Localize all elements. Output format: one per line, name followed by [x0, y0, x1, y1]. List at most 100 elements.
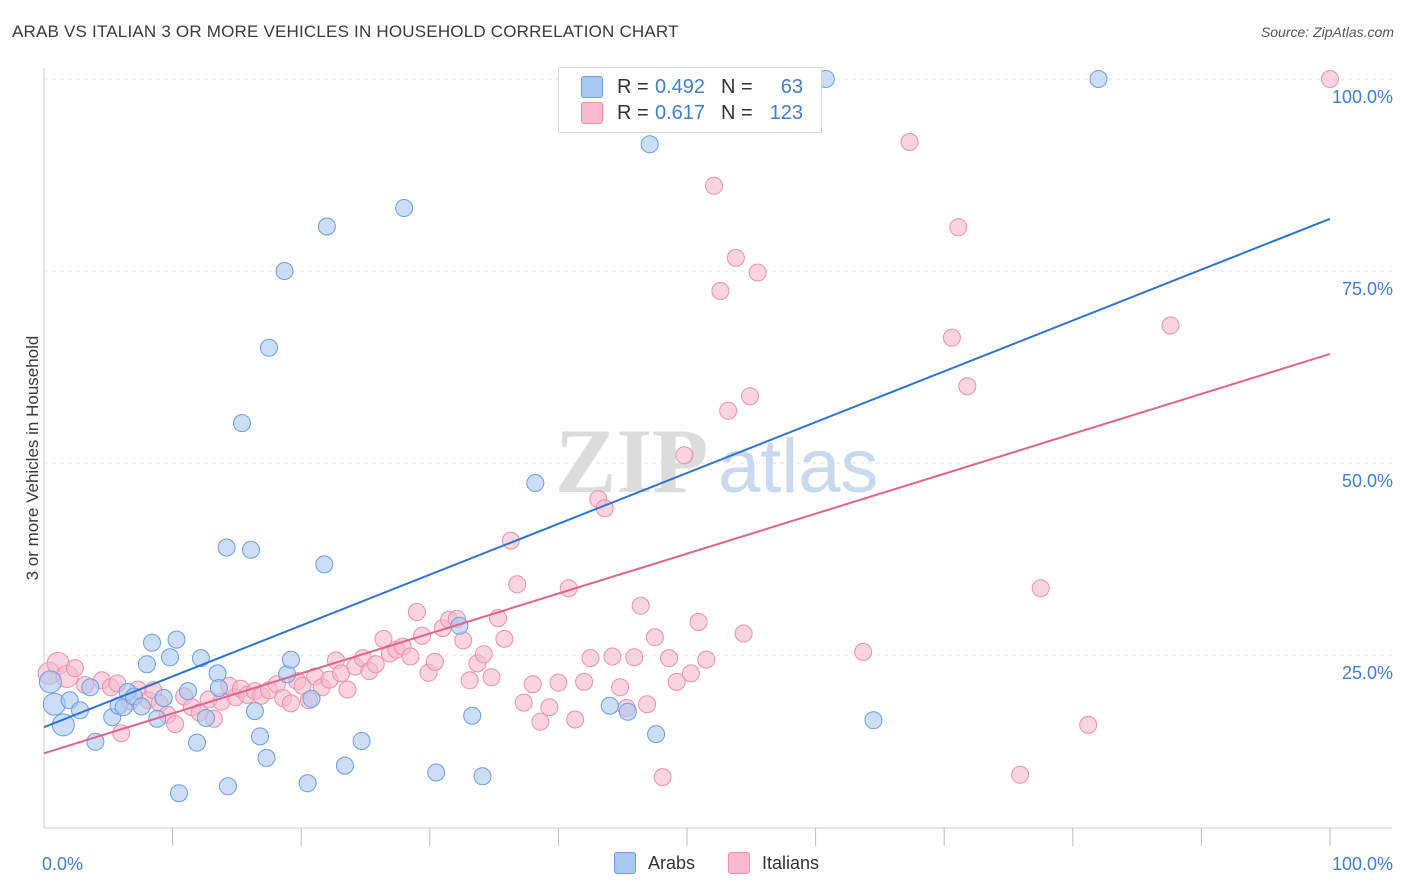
arabs-legend-swatch — [614, 852, 636, 874]
italians-point-93 — [719, 401, 738, 420]
arabs-point-49 — [600, 696, 619, 715]
italians-point-72 — [566, 710, 585, 729]
italians-point-74 — [581, 649, 600, 668]
arabs-n-value: 63 — [780, 75, 803, 98]
italians-point-105 — [1079, 715, 1098, 734]
italians-point-31 — [281, 694, 300, 713]
arabs-point-30 — [245, 702, 264, 721]
arabs-point-55 — [1089, 70, 1108, 88]
italians-point-83 — [645, 628, 664, 647]
arabs-point-50 — [618, 702, 637, 721]
italians-point-92 — [711, 282, 730, 300]
legend-item-arabs[interactable]: Arabs — [614, 852, 695, 874]
y-tick-label-50: 50.0% — [1342, 471, 1393, 491]
italians-point-84 — [653, 768, 672, 787]
arabs-point-54 — [864, 711, 883, 730]
arabs-point-14 — [143, 633, 161, 652]
arabs-points — [38, 70, 1108, 803]
italians-point-82 — [638, 695, 657, 714]
italians-r-label: R = — [617, 101, 649, 124]
arabs-point-31 — [251, 727, 269, 746]
y-tick-label-100: 100.0% — [1332, 87, 1393, 107]
italians-point-50 — [407, 603, 426, 621]
italians-point-68 — [531, 712, 550, 731]
x-ticks — [172, 828, 1331, 846]
watermark-atlas: atlas — [718, 424, 879, 509]
legend-row-italians: R = 0.617 N = 123 — [581, 100, 803, 126]
italians-point-95 — [734, 624, 753, 643]
arabs-point-51 — [640, 135, 659, 154]
italians-point-73 — [575, 672, 594, 691]
italians-legend-swatch — [728, 852, 750, 874]
arabs-point-37 — [298, 774, 317, 793]
arabs-point-29 — [242, 540, 260, 559]
italians-point-99 — [900, 133, 919, 151]
italians-point-81 — [631, 596, 650, 615]
arabs-point-33 — [260, 338, 278, 357]
italians-point-88 — [681, 664, 700, 683]
arabs-point-41 — [335, 756, 354, 775]
italians-point-44 — [366, 655, 385, 674]
arabs-point-52 — [647, 725, 666, 744]
italians-points — [37, 70, 1339, 787]
arabs-legend-label: Arabs — [648, 852, 696, 873]
legend-item-italians[interactable]: Italians — [728, 852, 819, 874]
arabs-r-label: R = — [617, 75, 649, 98]
italians-point-77 — [603, 647, 622, 666]
y-axis-label: 3 or more Vehicles in Household — [23, 336, 42, 581]
italians-point-104 — [1031, 579, 1050, 598]
y-tick-labels: 25.0% 50.0% 75.0% 100.0% — [1332, 87, 1393, 683]
italians-point-65 — [508, 575, 527, 594]
arabs-point-38 — [302, 689, 321, 708]
arabs-point-22 — [191, 649, 210, 668]
italians-point-3 — [65, 659, 84, 678]
italians-point-85 — [660, 649, 678, 668]
italians-point-67 — [523, 675, 542, 694]
arabs-point-17 — [161, 648, 179, 667]
italians-point-61 — [482, 668, 501, 687]
arabs-trend-line — [43, 217, 1331, 729]
arabs-point-27 — [217, 538, 236, 557]
italians-point-96 — [741, 387, 759, 406]
arabs-point-20 — [179, 682, 197, 701]
italians-r-value: 0.617 — [655, 101, 706, 124]
chart-title: ARAB VS ITALIAN 3 OR MORE VEHICLES IN HO… — [12, 22, 679, 41]
series-legend: Arabs Italians — [0, 852, 1406, 876]
arabs-point-13 — [137, 655, 156, 674]
arabs-point-47 — [473, 767, 492, 786]
italians-point-40 — [338, 680, 357, 699]
y-tick-label-75: 75.0% — [1342, 279, 1393, 299]
y-tick-label-25: 25.0% — [1342, 663, 1393, 683]
italians-point-107 — [1321, 70, 1339, 88]
italians-point-15 — [166, 715, 185, 734]
source-label: Source: ZipAtlas.com — [1260, 24, 1394, 40]
arabs-point-12 — [132, 697, 151, 716]
italians-point-53 — [425, 652, 444, 671]
italians-point-94 — [726, 248, 745, 267]
italians-point-91 — [705, 176, 723, 195]
italians-point-106 — [1161, 316, 1180, 335]
italians-point-98 — [854, 642, 873, 661]
arabs-point-26 — [218, 777, 237, 796]
arabs-point-46 — [463, 706, 482, 725]
italians-legend-label: Italians — [762, 852, 820, 873]
arabs-point-43 — [395, 199, 414, 217]
arabs-point-28 — [233, 414, 251, 433]
italians-point-58 — [460, 671, 479, 690]
arabs-point-23 — [197, 709, 215, 727]
legend-row-arabs: R = 0.492 N = 63 — [581, 74, 803, 100]
italians-point-89 — [689, 613, 708, 631]
arabs-point-34 — [275, 262, 294, 280]
arabs-point-21 — [188, 733, 206, 752]
correlation-legend: R = 0.492 N = 63 R = 0.617 N = 123 — [558, 67, 822, 133]
italians-point-80 — [625, 648, 644, 667]
arabs-swatch — [581, 76, 603, 98]
italians-point-78 — [611, 678, 630, 697]
italians-point-97 — [748, 263, 767, 282]
arabs-point-5 — [81, 678, 100, 697]
italians-swatch — [581, 102, 603, 124]
arabs-r-value: 0.492 — [655, 75, 706, 98]
italians-point-49 — [401, 647, 420, 666]
arabs-point-44 — [427, 763, 446, 782]
